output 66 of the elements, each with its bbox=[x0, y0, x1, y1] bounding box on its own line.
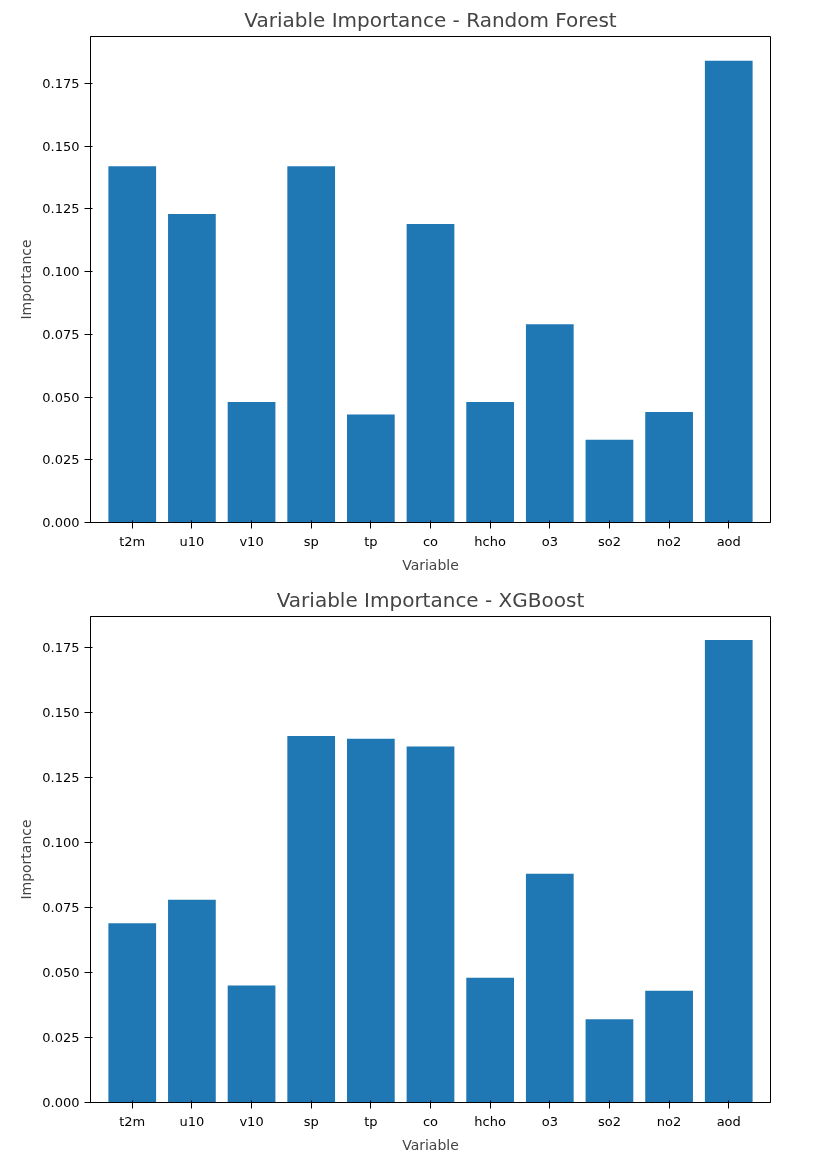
x-tick-label: aod bbox=[716, 533, 741, 549]
bar bbox=[406, 746, 455, 1103]
bar bbox=[466, 402, 515, 523]
chart-title: Variable Importance - XGBoost bbox=[276, 587, 585, 612]
bar bbox=[645, 990, 693, 1103]
bar bbox=[168, 213, 216, 523]
y-tick-label: 0.125 bbox=[42, 201, 80, 217]
x-tick-label: t2m bbox=[119, 533, 146, 549]
y-tick-label: 0.100 bbox=[42, 835, 80, 851]
bar bbox=[108, 923, 157, 1103]
y-axis-title: Importance bbox=[18, 819, 35, 900]
bar bbox=[287, 736, 336, 1103]
y-tick-label: 0.050 bbox=[42, 389, 80, 405]
bar bbox=[704, 60, 753, 523]
y-tick-label: 0.175 bbox=[42, 75, 80, 91]
bar bbox=[525, 873, 574, 1103]
y-tick-label: 0.075 bbox=[42, 900, 80, 916]
x-tick-label: t2m bbox=[119, 1113, 146, 1129]
x-tick-label: co bbox=[422, 1113, 439, 1129]
y-axis-title: Importance bbox=[18, 239, 35, 320]
x-tick-label: o3 bbox=[541, 533, 558, 549]
x-tick-label: co bbox=[422, 533, 439, 549]
bar bbox=[227, 985, 276, 1103]
x-tick-label: hcho bbox=[474, 533, 506, 549]
bar bbox=[108, 166, 157, 523]
x-tick-label: tp bbox=[364, 533, 378, 549]
bar bbox=[645, 412, 693, 523]
x-tick-label: so2 bbox=[597, 533, 621, 549]
bar bbox=[346, 738, 395, 1103]
x-tick-label: v10 bbox=[239, 1113, 264, 1129]
y-tick-label: 0.000 bbox=[42, 1095, 80, 1110]
x-tick-label: u10 bbox=[179, 533, 205, 549]
y-tick-label: 0.025 bbox=[42, 1030, 80, 1046]
chart-title: Variable Importance - Random Forest bbox=[244, 7, 617, 32]
bar bbox=[585, 1019, 634, 1103]
y-tick-label: 0.000 bbox=[42, 515, 80, 530]
bar bbox=[466, 977, 515, 1103]
bar bbox=[525, 324, 574, 523]
x-tick-label: so2 bbox=[597, 1113, 621, 1129]
y-tick-label: 0.150 bbox=[42, 138, 80, 154]
y-tick-label: 0.050 bbox=[42, 965, 80, 981]
y-tick-label: 0.025 bbox=[42, 452, 80, 468]
x-tick-label: no2 bbox=[656, 1113, 682, 1129]
bar bbox=[287, 166, 336, 523]
bar bbox=[227, 402, 276, 523]
x-tick-label: sp bbox=[303, 1113, 319, 1129]
x-axis-title: Variable bbox=[402, 556, 459, 573]
y-tick-label: 0.150 bbox=[42, 705, 80, 721]
bar bbox=[704, 639, 753, 1103]
x-tick-label: hcho bbox=[474, 1113, 506, 1129]
x-tick-label: no2 bbox=[656, 533, 682, 549]
y-tick-label: 0.175 bbox=[42, 640, 80, 656]
x-tick-label: o3 bbox=[541, 1113, 558, 1129]
x-tick-label: sp bbox=[303, 533, 319, 549]
x-axis-title: Variable bbox=[402, 1136, 459, 1153]
bar bbox=[406, 223, 455, 523]
bar bbox=[585, 439, 634, 523]
bar bbox=[346, 414, 395, 523]
x-tick-label: u10 bbox=[179, 1113, 205, 1129]
x-tick-label: aod bbox=[716, 1113, 741, 1129]
y-tick-label: 0.075 bbox=[42, 326, 80, 342]
y-tick-label: 0.125 bbox=[42, 770, 80, 786]
x-tick-label: tp bbox=[364, 1113, 378, 1129]
x-tick-label: v10 bbox=[239, 533, 264, 549]
bar bbox=[168, 899, 216, 1103]
y-tick-label: 0.100 bbox=[42, 264, 80, 280]
